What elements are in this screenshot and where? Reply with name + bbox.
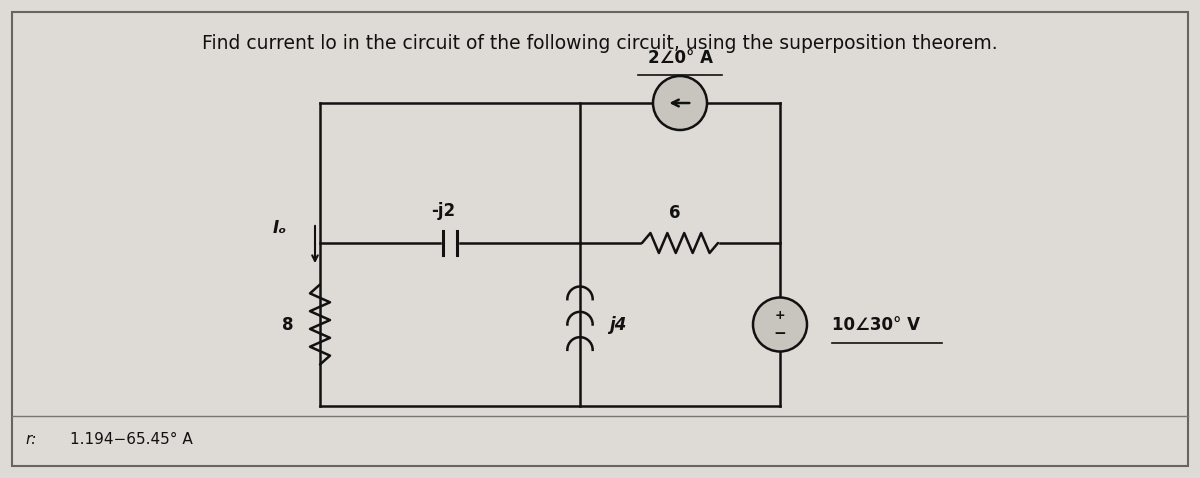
Text: Iₒ: Iₒ <box>272 219 287 237</box>
Text: 6: 6 <box>670 204 680 222</box>
Circle shape <box>653 76 707 130</box>
FancyBboxPatch shape <box>12 12 1188 466</box>
Text: j4: j4 <box>610 315 626 334</box>
Text: Find current lo in the circuit of the following circuit, using the superposition: Find current lo in the circuit of the fo… <box>202 33 998 53</box>
Text: 1.194−65.45° A: 1.194−65.45° A <box>70 433 193 447</box>
Text: 10∠30° V: 10∠30° V <box>832 315 920 334</box>
Text: −: − <box>774 326 786 341</box>
Text: r:: r: <box>25 433 36 447</box>
Text: -j2: -j2 <box>431 202 455 220</box>
Text: 2∠0° A: 2∠0° A <box>648 49 713 67</box>
Text: +: + <box>775 309 785 322</box>
Text: 8: 8 <box>282 315 294 334</box>
Circle shape <box>754 297 808 351</box>
